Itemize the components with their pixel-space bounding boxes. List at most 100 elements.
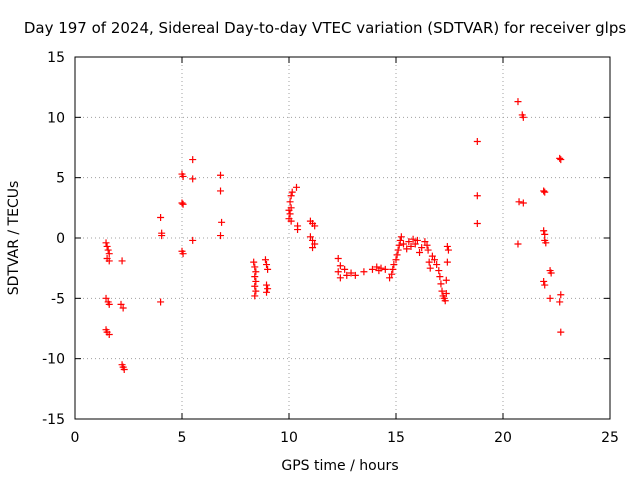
data-point [104,246,112,254]
data-point [252,277,260,285]
data-point [542,239,550,247]
y-tick-label: 10 [47,110,65,126]
data-point [179,200,187,208]
data-point [421,238,429,246]
data-point [390,261,398,269]
data-point [540,277,548,285]
y-tick-label: 0 [56,231,65,247]
data-point [556,298,564,306]
data-point [514,240,522,248]
data-point [264,285,272,293]
data-point [103,242,111,250]
data-point [397,233,405,241]
data-point [336,274,344,282]
data-point [343,271,351,279]
y-axis: -15 -10 -5 0 5 10 15 [42,50,610,428]
data-point [309,236,317,244]
data-point [547,269,555,277]
data-point [540,227,548,235]
y-tick-label: -15 [42,412,65,428]
data-point [438,287,446,295]
data-point [105,300,113,308]
data-point [394,246,402,254]
data-point [557,291,565,299]
data-point [286,198,294,206]
data-point [405,238,413,246]
data-point [441,297,449,305]
data-point [311,240,319,248]
data-point [306,233,314,241]
data-point [423,241,431,249]
data-point [263,281,271,289]
data-point [158,232,166,240]
data-point [392,256,400,264]
data-point [288,188,296,196]
data-point [179,172,187,180]
data-point [157,298,165,306]
data-point [519,199,527,207]
data-point [251,292,259,300]
data-point [435,267,443,275]
data-point [541,230,549,238]
data-point [105,331,113,339]
data-point [334,268,342,276]
data-point [368,265,376,273]
chart-title: Day 197 of 2024, Sidereal Day-to-day VTE… [24,19,627,37]
data-point [261,256,269,264]
data-point [541,281,549,289]
data-point [413,236,421,244]
data-point [473,220,481,228]
data-point [473,192,481,200]
data-point [557,328,565,336]
data-point [217,187,225,195]
data-point [424,246,432,254]
data-point [118,257,126,265]
data-point [347,269,355,277]
data-point [556,154,564,162]
data-point [373,263,381,271]
data-point [514,98,522,106]
data-point [336,262,344,270]
data-point [407,242,415,250]
data-point [431,256,439,264]
y-tick-label: 15 [47,50,65,66]
data-point [120,366,128,374]
data-point [309,244,317,252]
data-point [557,156,565,164]
data-point [252,287,260,295]
data-point [217,232,225,240]
data-point [442,290,450,298]
data-point [443,242,451,250]
data-point [411,240,419,248]
data-point [377,264,385,272]
y-tick-label: -10 [42,352,65,368]
data-point [334,255,342,263]
data-point [285,206,293,214]
data-point [189,236,197,244]
x-tick-label: 5 [178,430,187,446]
data-point [263,288,271,296]
data-point [416,248,424,256]
data-point [189,175,197,183]
data-point [386,274,394,282]
data-point [473,137,481,145]
data-point [541,188,549,196]
y-tick-label: -5 [51,291,65,307]
data-point [425,258,433,266]
data-point [437,280,445,288]
data-point [546,294,554,302]
data-point [395,241,403,249]
data-point [311,222,319,230]
data-point [433,261,441,269]
data-point [251,282,259,290]
data-point [102,294,110,302]
data-point [263,261,271,269]
data-point [287,192,295,200]
data-point [117,300,125,308]
data-point [388,270,396,278]
data-point [442,276,450,284]
data-point [399,240,407,248]
data-point [428,252,436,260]
data-point [351,271,359,279]
